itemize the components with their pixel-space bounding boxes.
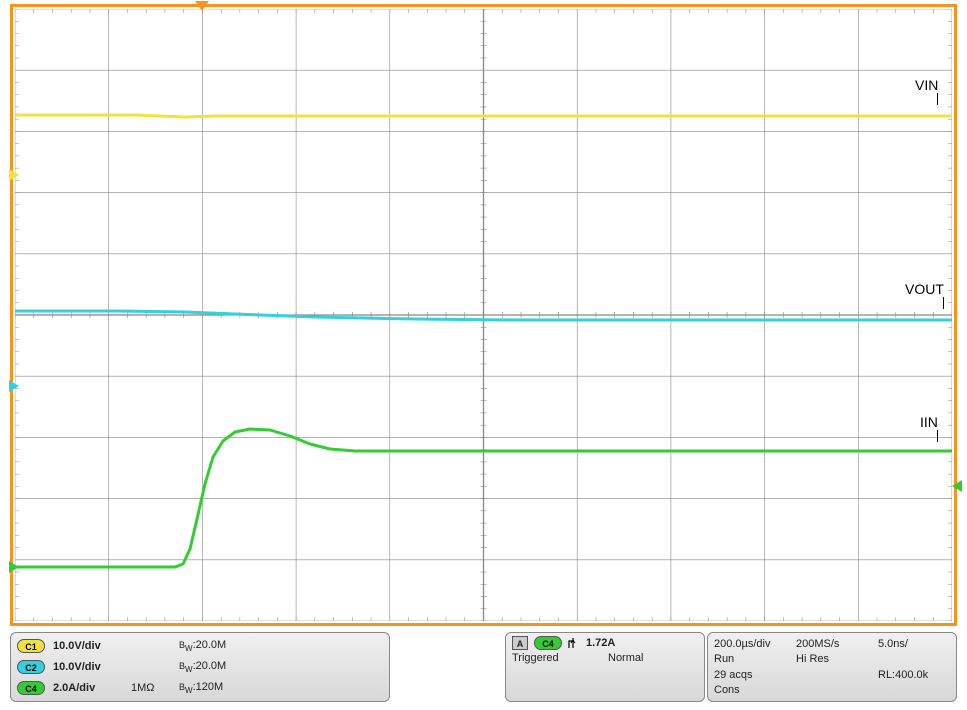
timebase-panel: 200.0µs/div 200MS/s 5.0ns/ Run Hi Res 29…	[707, 632, 957, 702]
ground-marker-ch4	[9, 561, 19, 573]
trigger-state: Triggered	[512, 652, 602, 664]
sample-rate: 200MS/s	[796, 638, 868, 650]
trigger-source-badge: C4	[534, 636, 562, 650]
channel-bandwidth: BW:20.0M	[179, 639, 239, 653]
plot-area: VIN VOUT IIN	[15, 9, 952, 621]
channel-badge-c2: C2	[17, 660, 45, 674]
trigger-panel: A C4 1.72A Triggered Normal	[505, 632, 705, 702]
acq-mode: Hi Res	[796, 653, 868, 665]
panel-spacer	[392, 632, 503, 702]
time-resolution: 5.0ns/	[878, 638, 950, 650]
trigger-level: 1.72A	[586, 637, 615, 649]
channel-scale: 10.0V/div	[53, 661, 123, 673]
channel-scale: 2.0A/div	[53, 682, 123, 694]
cons-label: Cons	[714, 684, 789, 696]
trigger-position-marker	[195, 1, 209, 11]
trigger-level-marker	[952, 480, 962, 492]
trace-label-vin: VIN	[915, 77, 938, 93]
acq-count: 29 acqs	[714, 669, 786, 681]
trigger-mode: Normal	[608, 652, 643, 664]
channel-panel: C1 10.0V/div BW:20.0M C2 10.0V/div BW:20.0M C4…	[10, 632, 390, 702]
ground-marker-ch1	[9, 169, 19, 181]
status-bar: C1 10.0V/div BW:20.0M C2 10.0V/div BW:20.0M C4…	[10, 632, 957, 702]
channel-row-c1: C1 10.0V/div BW:20.0M	[17, 636, 383, 656]
channel-scale: 10.0V/div	[53, 640, 123, 652]
trace-label-iin-text: IIN	[920, 414, 938, 430]
run-state: Run	[714, 653, 786, 665]
channel-row-c4: C4 2.0A/div 1MΩ BW:120M	[17, 678, 383, 698]
channel-row-c2: C2 10.0V/div BW:20.0M	[17, 657, 383, 677]
channel-bandwidth: BW:120M	[179, 681, 239, 695]
trace-label-vout-text: VOUT	[905, 281, 944, 297]
timebase-div: 200.0µs/div	[714, 638, 786, 650]
waveform-svg	[15, 9, 952, 621]
rising-edge-icon	[568, 637, 580, 649]
ground-marker-ch2	[9, 380, 19, 392]
channel-badge-c4: C4	[17, 681, 45, 695]
trace-label-vin-text: VIN	[915, 77, 938, 93]
channel-bandwidth: BW:20.0M	[179, 660, 239, 674]
channel-badge-c1: C1	[17, 639, 45, 653]
trigger-a-badge: A	[512, 636, 528, 650]
record-length: RL:400.0k	[878, 669, 950, 681]
channel-impedance: 1MΩ	[131, 682, 171, 694]
trace-label-vout: VOUT	[905, 281, 944, 297]
trace-label-iin: IIN	[920, 414, 938, 430]
